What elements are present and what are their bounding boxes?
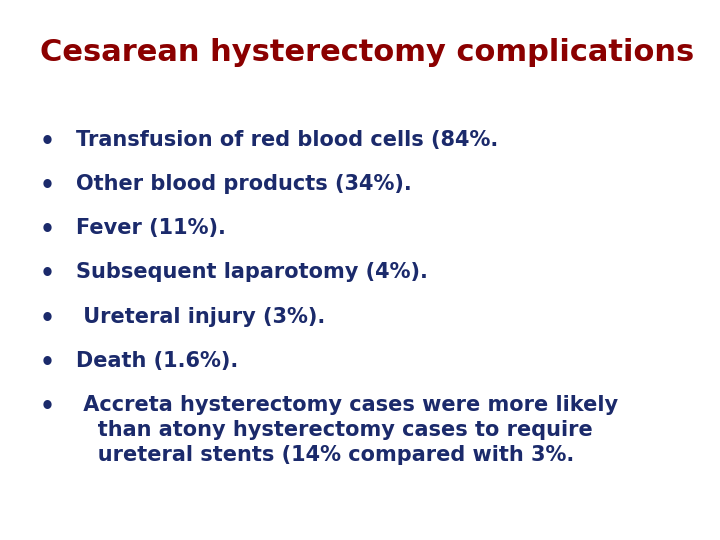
Text: Transfusion of red blood cells (84%.: Transfusion of red blood cells (84%. (76, 130, 498, 150)
Text: Subsequent laparotomy (4%).: Subsequent laparotomy (4%). (76, 262, 428, 282)
Text: Fever (11%).: Fever (11%). (76, 218, 225, 238)
Text: •: • (40, 307, 55, 330)
Text: Other blood products (34%).: Other blood products (34%). (76, 174, 411, 194)
Text: •: • (40, 174, 55, 198)
Text: •: • (40, 395, 55, 419)
Text: •: • (40, 130, 55, 153)
Text: •: • (40, 262, 55, 286)
Text: Accreta hysterectomy cases were more likely
   than atony hysterectomy cases to : Accreta hysterectomy cases were more lik… (76, 395, 618, 465)
Text: Cesarean hysterectomy complications: Cesarean hysterectomy complications (40, 38, 694, 67)
Text: Death (1.6%).: Death (1.6%). (76, 351, 238, 371)
Text: Ureteral injury (3%).: Ureteral injury (3%). (76, 307, 325, 327)
Text: •: • (40, 218, 55, 242)
Text: •: • (40, 351, 55, 375)
